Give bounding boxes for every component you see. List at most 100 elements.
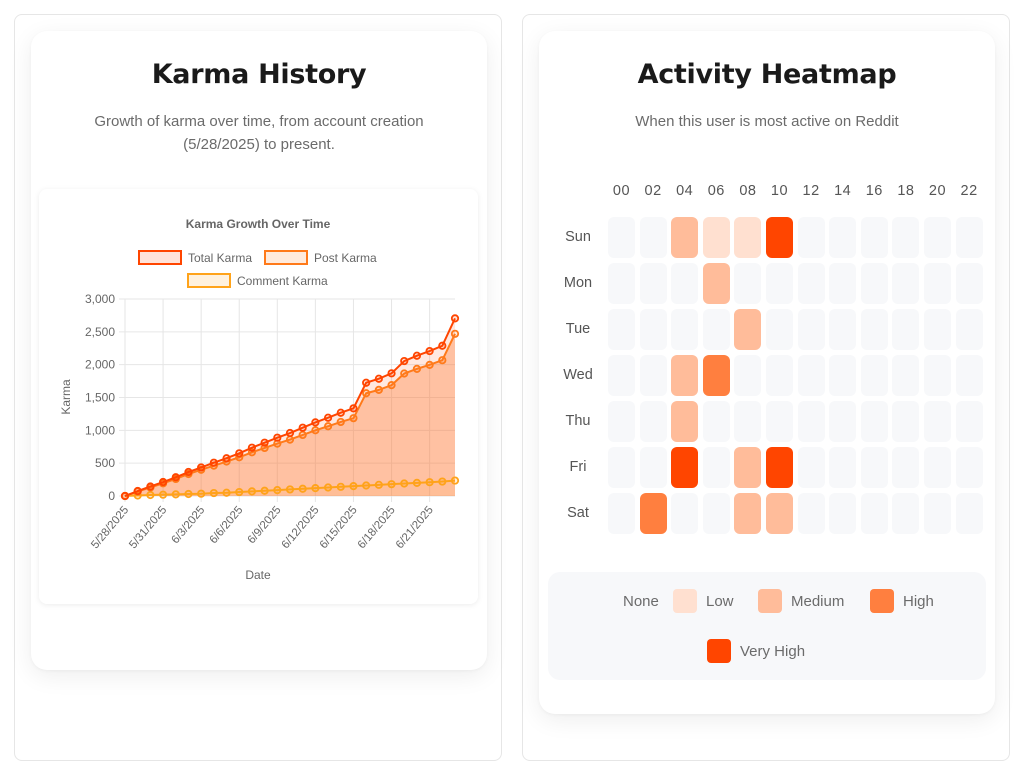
heatmap-cell[interactable] [924,447,951,488]
y-axis-label: Karma [59,379,73,415]
heatmap-cell[interactable] [829,263,857,304]
heatmap-cell[interactable] [639,217,667,258]
heatmap-cell[interactable] [608,217,635,258]
legend-swatch-0 [138,250,182,265]
heatmap-cell[interactable] [797,493,825,534]
heatmap-cell[interactable] [702,493,730,534]
heatmap-cell[interactable] [955,309,983,350]
heatmap-cell[interactable] [924,217,951,258]
heatmap-cell[interactable] [766,355,793,396]
legend-swatch [870,589,894,613]
heatmap-cell[interactable] [766,401,793,442]
y-tick-label: 3,000 [85,292,115,306]
heatmap-cell[interactable] [671,493,699,534]
heatmap-cell[interactable] [860,355,888,396]
heatmap-cell[interactable] [734,401,762,442]
heatmap-cell[interactable] [608,355,635,396]
heatmap-cell[interactable] [955,401,983,442]
heatmap-cell[interactable] [829,309,857,350]
heatmap-cell[interactable] [766,447,793,488]
heatmap-cell[interactable] [639,263,667,304]
heatmap-cell[interactable] [892,355,920,396]
heatmap-cell[interactable] [797,401,825,442]
heatmap-cell[interactable] [639,401,667,442]
heatmap-cell[interactable] [955,447,983,488]
heatmap-cell[interactable] [860,447,888,488]
heatmap-hour-label: 02 [644,183,662,199]
heatmap-cell[interactable] [608,447,635,488]
heatmap-cell[interactable] [829,217,857,258]
heatmap-cell[interactable] [766,493,793,534]
heatmap-cell[interactable] [892,447,920,488]
heatmap-cell[interactable] [734,309,762,350]
heatmap-cell[interactable] [892,217,920,258]
data-point [298,430,307,440]
heatmap-cell[interactable] [608,309,635,350]
heatmap-cell[interactable] [608,493,635,534]
heatmap-cell[interactable] [702,447,730,488]
data-point [438,477,447,486]
heatmap-cell[interactable] [766,309,793,350]
heatmap-cell[interactable] [639,493,667,534]
heatmap-cell[interactable] [955,493,983,534]
heatmap-cell[interactable] [955,263,983,304]
heatmap-cell[interactable] [702,355,730,396]
data-point [400,369,409,378]
heatmap-cell[interactable] [829,447,857,488]
heatmap-cell[interactable] [892,309,920,350]
heatmap-cell[interactable] [860,263,888,304]
heatmap-cell[interactable] [734,263,762,304]
data-point [349,482,358,491]
heatmap-cell[interactable] [829,493,857,534]
heatmap-cell[interactable] [797,263,825,304]
heatmap-cell[interactable] [734,217,762,258]
heatmap-cell[interactable] [924,263,951,304]
heatmap-cell[interactable] [702,401,730,442]
heatmap-cell[interactable] [892,493,920,534]
heatmap-cell[interactable] [671,217,699,258]
heatmap-cell[interactable] [860,309,888,350]
heatmap-cell[interactable] [639,309,667,350]
legend-swatch-1 [264,250,308,265]
heatmap-cell[interactable] [702,217,730,258]
legend-item-high: High [870,589,934,613]
heatmap-cell[interactable] [829,401,857,442]
heatmap-cell[interactable] [860,401,888,442]
heatmap-cell[interactable] [797,355,825,396]
heatmap-hour-label: 12 [802,183,820,199]
heatmap-cell[interactable] [797,309,825,350]
heatmap-cell[interactable] [924,309,951,350]
heatmap-cell[interactable] [924,401,951,442]
heatmap-cell[interactable] [734,493,762,534]
heatmap-cell[interactable] [608,401,635,442]
legend-swatch [707,639,731,663]
heatmap-cell[interactable] [860,217,888,258]
heatmap-cell[interactable] [924,355,951,396]
heatmap-cell[interactable] [892,401,920,442]
heatmap-cell[interactable] [639,355,667,396]
heatmap-cell[interactable] [766,217,793,258]
heatmap-cell[interactable] [671,447,699,488]
heatmap-cell[interactable] [702,263,730,304]
heatmap-cell[interactable] [797,217,825,258]
heatmap-cell[interactable] [860,493,888,534]
heatmap-cell[interactable] [671,309,699,350]
heatmap-cell[interactable] [702,309,730,350]
heatmap-cell[interactable] [734,355,762,396]
x-tick-label: 6/6/2025 [208,504,246,546]
heatmap-cell[interactable] [734,447,762,488]
heatmap-cell[interactable] [766,263,793,304]
heatmap-cell[interactable] [955,217,983,258]
heatmap-cell[interactable] [955,355,983,396]
heatmap-cell[interactable] [829,355,857,396]
heatmap-cell[interactable] [608,263,635,304]
heatmap-cell[interactable] [671,263,699,304]
heatmap-cell[interactable] [671,401,699,442]
heatmap-cell[interactable] [639,447,667,488]
heatmap-cell[interactable] [797,447,825,488]
data-point [349,414,358,423]
x-axis-label: Date [245,568,271,582]
heatmap-cell[interactable] [924,493,951,534]
heatmap-cell[interactable] [892,263,920,304]
heatmap-cell[interactable] [671,355,699,396]
